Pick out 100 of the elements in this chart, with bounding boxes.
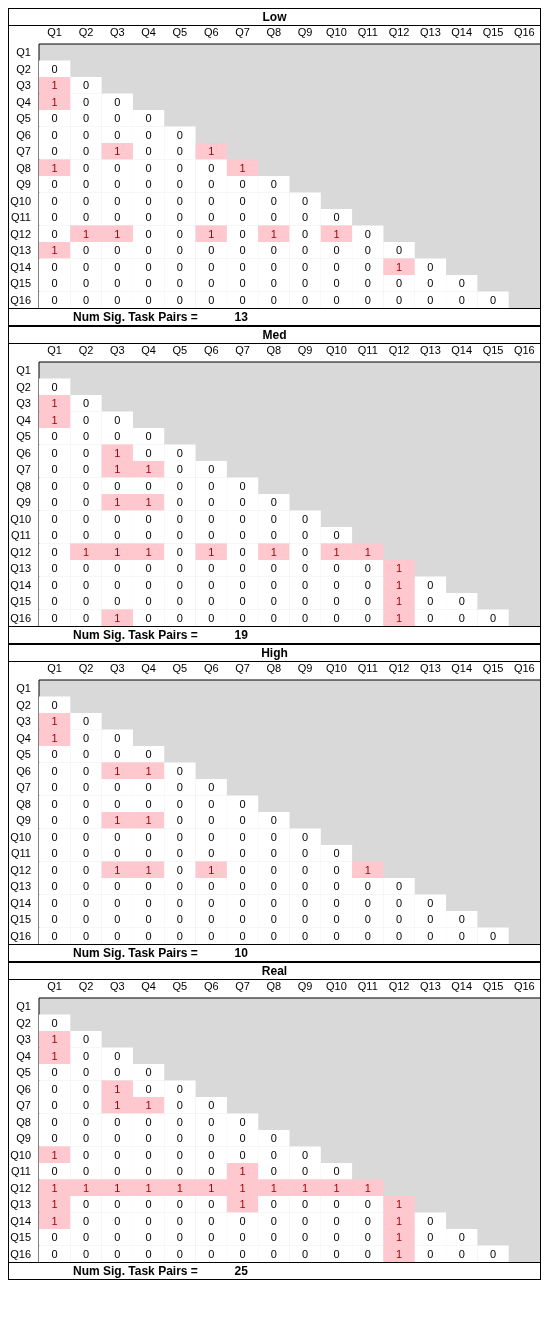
x-tick-label: Q12	[388, 662, 410, 674]
data-label: 0	[302, 512, 309, 525]
data-label: 0	[208, 479, 215, 492]
data-label: 0	[333, 1165, 340, 1178]
data-label: 0	[114, 479, 121, 492]
x-tick-label: Q13	[420, 26, 441, 38]
data-label: 0	[82, 260, 90, 273]
data-label: 0	[82, 95, 90, 108]
data-label: 0	[114, 277, 121, 290]
data-label: 0	[333, 277, 340, 290]
data-label: 1	[51, 397, 58, 410]
data-label: 0	[114, 1148, 121, 1161]
x-tick-label: Q12	[388, 980, 410, 992]
data-label: 0	[82, 611, 90, 624]
data-label: 0	[82, 1165, 90, 1178]
data-label: 0	[176, 830, 183, 843]
data-label: 0	[208, 913, 215, 926]
y-tick-label: Q8	[16, 797, 31, 810]
text: Num Sig. Task Pairs = 10	[9, 944, 540, 961]
x-tick-label: Q6	[203, 344, 219, 356]
y-tick-label: Q2	[16, 698, 31, 711]
data-label: 0	[176, 161, 183, 174]
text: Num Sig. Task Pairs = 25	[9, 1262, 540, 1279]
data-label: 0	[82, 512, 90, 525]
x-tick-label: Q8	[266, 662, 282, 674]
x-tick-label: Q1	[47, 26, 62, 38]
data-label: 0	[176, 277, 183, 290]
data-label: 0	[114, 1132, 121, 1145]
data-label: 0	[145, 161, 152, 174]
data-label: 0	[208, 178, 215, 191]
data-label: 0	[208, 529, 215, 542]
data-label: 0	[208, 1231, 215, 1244]
data-label: 0	[427, 913, 434, 926]
data-label: 0	[82, 880, 90, 893]
data-label: 0	[82, 1247, 90, 1260]
data-label: 0	[145, 913, 152, 926]
data-label: 1	[396, 260, 403, 273]
data-label: 1	[145, 764, 152, 777]
data-label: 0	[208, 797, 215, 810]
data-label: 0	[270, 913, 277, 926]
data-label: 0	[208, 562, 215, 575]
data-label: 0	[51, 797, 58, 810]
data-label: 1	[114, 145, 121, 158]
x-tick-label: Q12	[388, 26, 410, 38]
data-label: 0	[333, 880, 340, 893]
data-label: 0	[51, 863, 58, 876]
x-tick-label: Q1	[47, 344, 62, 356]
data-label: 0	[208, 830, 215, 843]
data-label: 0	[145, 1082, 152, 1095]
data-label: 1	[396, 1198, 403, 1211]
x-tick-label: Q8	[266, 980, 282, 992]
data-label: 0	[82, 781, 90, 794]
x-tick-label: Q16	[513, 344, 535, 356]
data-label: 0	[364, 227, 371, 240]
data-label: 0	[208, 1198, 215, 1211]
data-label: 0	[364, 1231, 371, 1244]
data-label: 0	[82, 830, 90, 843]
data-label: 0	[176, 178, 183, 191]
y-tick-label: Q4	[16, 413, 31, 426]
y-tick-label: Q9	[16, 178, 31, 191]
data-label: 0	[145, 1165, 152, 1178]
data-label: 0	[82, 112, 90, 125]
data-label: 0	[302, 1214, 309, 1227]
data-label: 0	[427, 277, 434, 290]
x-tick-label: Q4	[141, 344, 156, 356]
data-label: 1	[396, 1247, 403, 1260]
data-label: 0	[239, 227, 246, 240]
y-tick-label: Q3	[16, 1033, 31, 1046]
x-tick-label: Q1	[47, 980, 62, 992]
data-label: 0	[114, 929, 121, 942]
data-label: 1	[333, 545, 340, 558]
data-label: 0	[51, 260, 58, 273]
data-label: 1	[114, 227, 121, 240]
data-label: 0	[239, 611, 246, 624]
data-label: 0	[427, 578, 434, 591]
data-label: 0	[364, 293, 371, 306]
data-label: 0	[145, 112, 152, 125]
data-label: 0	[114, 211, 121, 224]
data-label: 0	[114, 847, 121, 860]
data-label: 0	[176, 913, 183, 926]
data-label: 0	[270, 293, 277, 306]
data-label: 0	[364, 1198, 371, 1211]
data-label: 0	[208, 1099, 215, 1112]
data-label: 0	[239, 830, 246, 843]
data-label: 0	[82, 715, 90, 728]
data-label: 0	[51, 145, 58, 158]
y-tick-label: Q12	[10, 545, 31, 558]
y-tick-label: Q1	[16, 682, 31, 695]
x-tick-label: Q2	[78, 662, 94, 674]
data-label: 0	[176, 1214, 183, 1227]
x-tick-label: Q6	[203, 26, 219, 38]
data-label: 0	[51, 211, 58, 224]
data-label: 0	[270, 578, 277, 591]
data-label: 0	[489, 1247, 497, 1260]
data-label: 0	[270, 880, 277, 893]
data-label: 0	[82, 397, 90, 410]
data-label: 0	[82, 430, 90, 443]
data-label: 0	[239, 595, 246, 608]
data-label: 0	[176, 211, 183, 224]
x-tick-label: Q5	[172, 662, 188, 674]
